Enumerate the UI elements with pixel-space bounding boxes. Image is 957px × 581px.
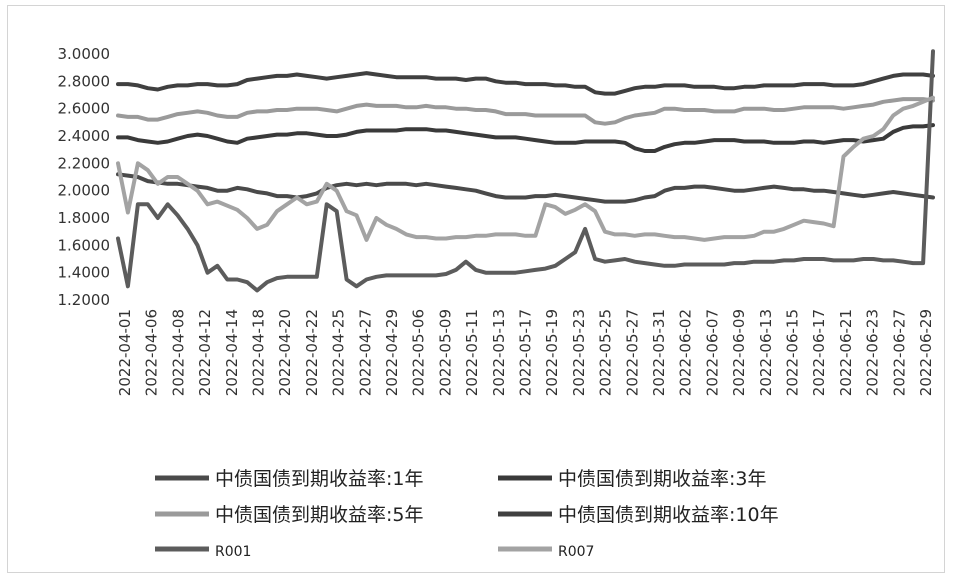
y-tick-label: 2.4000 xyxy=(58,127,111,145)
x-tick-label: 2022-04-29 xyxy=(383,309,401,396)
legend-label: 中债国债到期收益率:1年 xyxy=(215,468,424,490)
x-tick-label: 2022-05-19 xyxy=(543,309,561,396)
x-tick-label: 2022-05-09 xyxy=(436,309,454,396)
y-tick-label: 2.0000 xyxy=(58,182,111,200)
x-tick-label: 2022-06-02 xyxy=(677,309,695,396)
x-tick-label: 2022-05-06 xyxy=(410,309,428,396)
y-tick-label: 3.0000 xyxy=(58,45,111,63)
x-axis-ticks: 2022-04-01 2022-04-06 2022-04-08 2022-04-12… xyxy=(116,309,935,396)
x-tick-label: 2022-06-29 xyxy=(917,309,935,396)
y-tick-label: 2.2000 xyxy=(58,154,111,172)
legend-label: R007 xyxy=(558,544,594,560)
x-tick-label: 2022-04-25 xyxy=(330,309,348,396)
series-line-0 xyxy=(116,172,935,204)
x-tick-label: 2022-04-12 xyxy=(196,309,214,396)
x-tick-label: 2022-04-08 xyxy=(169,309,187,396)
series-line-5 xyxy=(116,95,935,242)
x-tick-label: 2022-05-31 xyxy=(650,309,668,396)
x-tick-label: 2022-05-25 xyxy=(597,309,615,396)
y-tick-label: 1.2000 xyxy=(58,291,111,309)
x-tick-label: 2022-06-09 xyxy=(730,309,748,396)
series-line-2 xyxy=(116,97,935,126)
legend-label: 中债国债到期收益率:10年 xyxy=(558,504,779,526)
x-tick-label: 2022-04-01 xyxy=(116,309,134,396)
y-tick-label: 2.6000 xyxy=(58,100,111,118)
series-line-4 xyxy=(116,49,935,293)
legend-label: 中债国债到期收益率:5年 xyxy=(215,504,424,526)
y-tick-label: 1.6000 xyxy=(58,236,111,254)
x-tick-label: 2022-06-23 xyxy=(864,309,882,396)
series-line-3 xyxy=(116,71,935,96)
x-tick-label: 2022-04-20 xyxy=(276,309,294,396)
chart-frame xyxy=(7,5,945,573)
x-tick-label: 2022-06-13 xyxy=(757,309,775,396)
series-line-1 xyxy=(116,123,935,153)
x-tick-label: 2022-06-17 xyxy=(810,309,828,396)
x-tick-label: 2022-05-11 xyxy=(463,309,481,396)
y-tick-label: 2.8000 xyxy=(58,72,111,90)
x-tick-label: 2022-06-15 xyxy=(784,309,802,396)
legend-label: R001 xyxy=(215,544,251,560)
x-tick-label: 2022-05-27 xyxy=(623,309,641,396)
x-tick-label: 2022-06-27 xyxy=(890,309,908,396)
x-tick-label: 2022-06-07 xyxy=(703,309,721,396)
x-tick-label: 2022-04-14 xyxy=(223,309,241,396)
y-tick-label: 1.8000 xyxy=(58,209,111,227)
x-tick-label: 2022-04-22 xyxy=(303,309,321,396)
x-tick-label: 2022-06-21 xyxy=(837,309,855,396)
y-tick-label: 1.4000 xyxy=(58,264,111,282)
y-axis-ticks: 1.2000 1.4000 1.6000 1.8000 2.0000 2.2000 2.40… xyxy=(58,45,111,309)
x-tick-label: 2022-05-17 xyxy=(517,309,535,396)
x-tick-label: 2022-04-18 xyxy=(250,309,268,396)
series-lines xyxy=(116,49,935,293)
legend-label: 中债国债到期收益率:3年 xyxy=(558,468,767,490)
x-tick-label: 2022-05-23 xyxy=(570,309,588,396)
x-tick-label: 2022-04-06 xyxy=(143,309,161,396)
x-tick-label: 2022-05-13 xyxy=(490,309,508,396)
x-tick-label: 2022-04-27 xyxy=(356,309,374,396)
